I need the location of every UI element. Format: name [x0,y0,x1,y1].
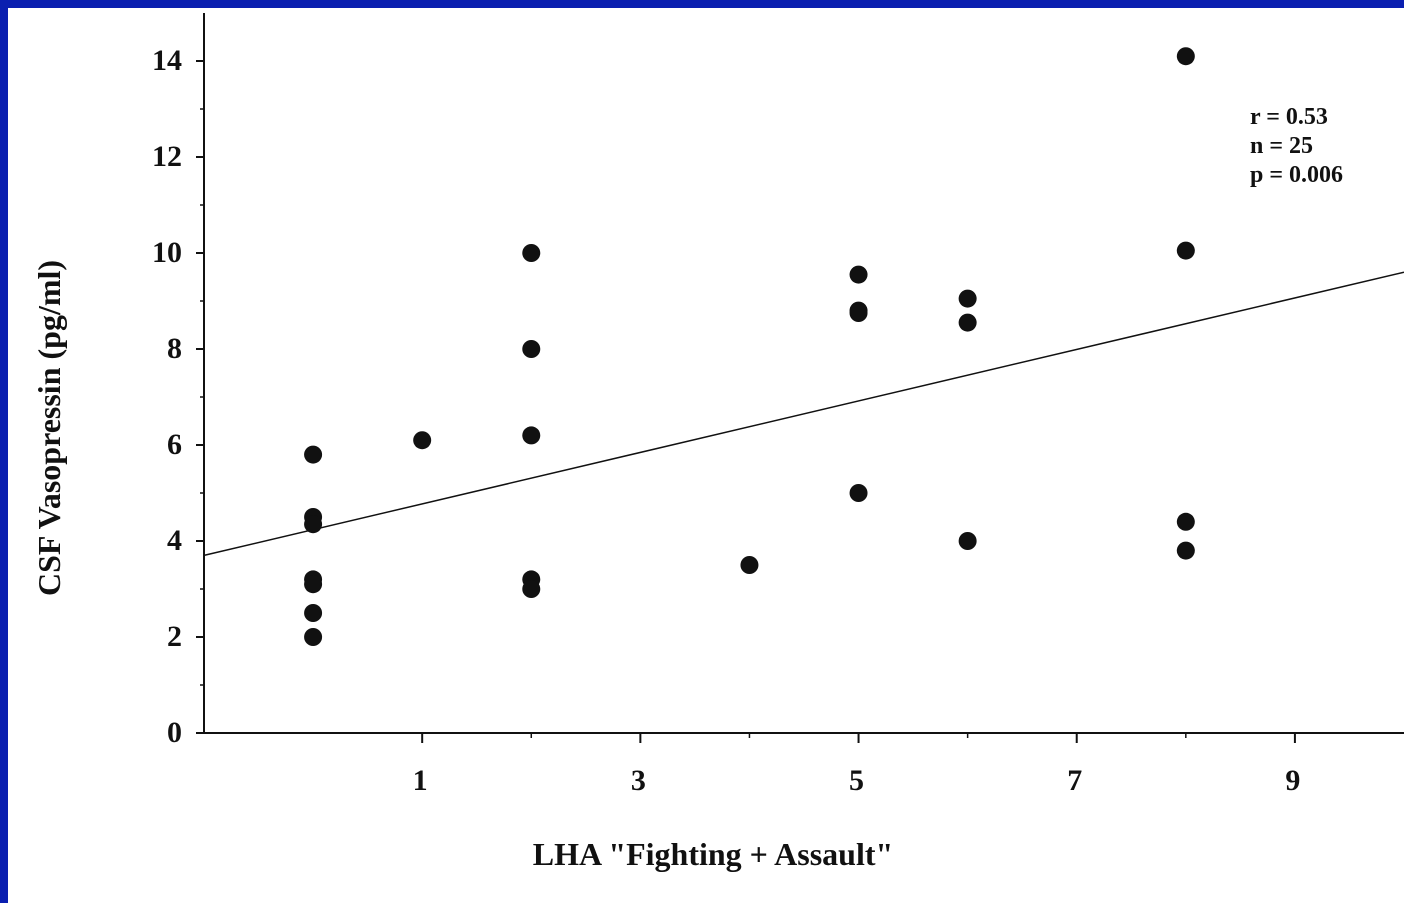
ticks: 0 2 4 6 8 10 12 14 1 3 5 7 9 [152,44,1300,797]
data-point-8 [522,244,541,262]
y-tick-label-10: 10 [152,236,182,269]
data-point-16 [849,304,868,322]
data-points [304,47,1195,646]
x-tick-label-7: 7 [1067,764,1082,797]
x-tick-label-3: 3 [631,764,646,797]
data-point-13 [740,556,759,574]
data-point-17 [849,484,868,502]
data-point-12 [522,580,541,598]
x-tick-label-9: 9 [1285,764,1300,797]
x-axis-title: LHA "Fighting + Assault" [533,836,894,872]
data-point-10 [522,426,541,445]
y-tick-label-2: 2 [167,620,182,653]
data-point-21 [1176,47,1195,66]
y-tick-label-12: 12 [152,140,182,173]
stat-p: p = 0.006 [1250,162,1343,188]
stat-r: r = 0.53 [1250,104,1328,130]
axes [203,13,1404,734]
data-point-19 [958,313,977,332]
chart-frame: 0 2 4 6 8 10 12 14 1 3 5 7 9 r = 0.53 n = 25 p = 0.0… [8,8,1404,903]
data-point-6 [304,628,323,646]
data-point-7 [413,431,432,450]
y-tick-label-8: 8 [167,332,182,365]
data-point-23 [1176,512,1195,531]
y-tick-label-4: 4 [167,524,182,557]
x-tick-label-1: 1 [413,764,428,797]
data-point-4 [304,575,323,594]
data-point-0 [304,445,323,464]
y-tick-label-6: 6 [167,428,182,461]
data-point-9 [522,340,541,358]
data-point-22 [1176,241,1195,260]
x-tick-label-5: 5 [849,764,864,797]
data-point-24 [1176,541,1195,560]
y-tick-label-0: 0 [167,716,182,749]
regression-line [203,271,1404,557]
data-point-2 [304,515,323,534]
stat-n: n = 25 [1250,133,1313,159]
stats-annotation: r = 0.53 n = 25 p = 0.006 [1250,104,1343,188]
data-point-14 [849,265,868,284]
scatter-chart: 0 2 4 6 8 10 12 14 1 3 5 7 9 r = 0.53 n = 25 p = 0.0… [31,13,1404,872]
data-point-5 [304,604,323,622]
y-tick-label-14: 14 [152,44,182,77]
regression-line-group [203,271,1404,557]
data-point-18 [958,289,977,308]
data-point-20 [958,532,977,550]
y-axis-title: CSF Vasopressin (pg/ml) [31,260,67,596]
